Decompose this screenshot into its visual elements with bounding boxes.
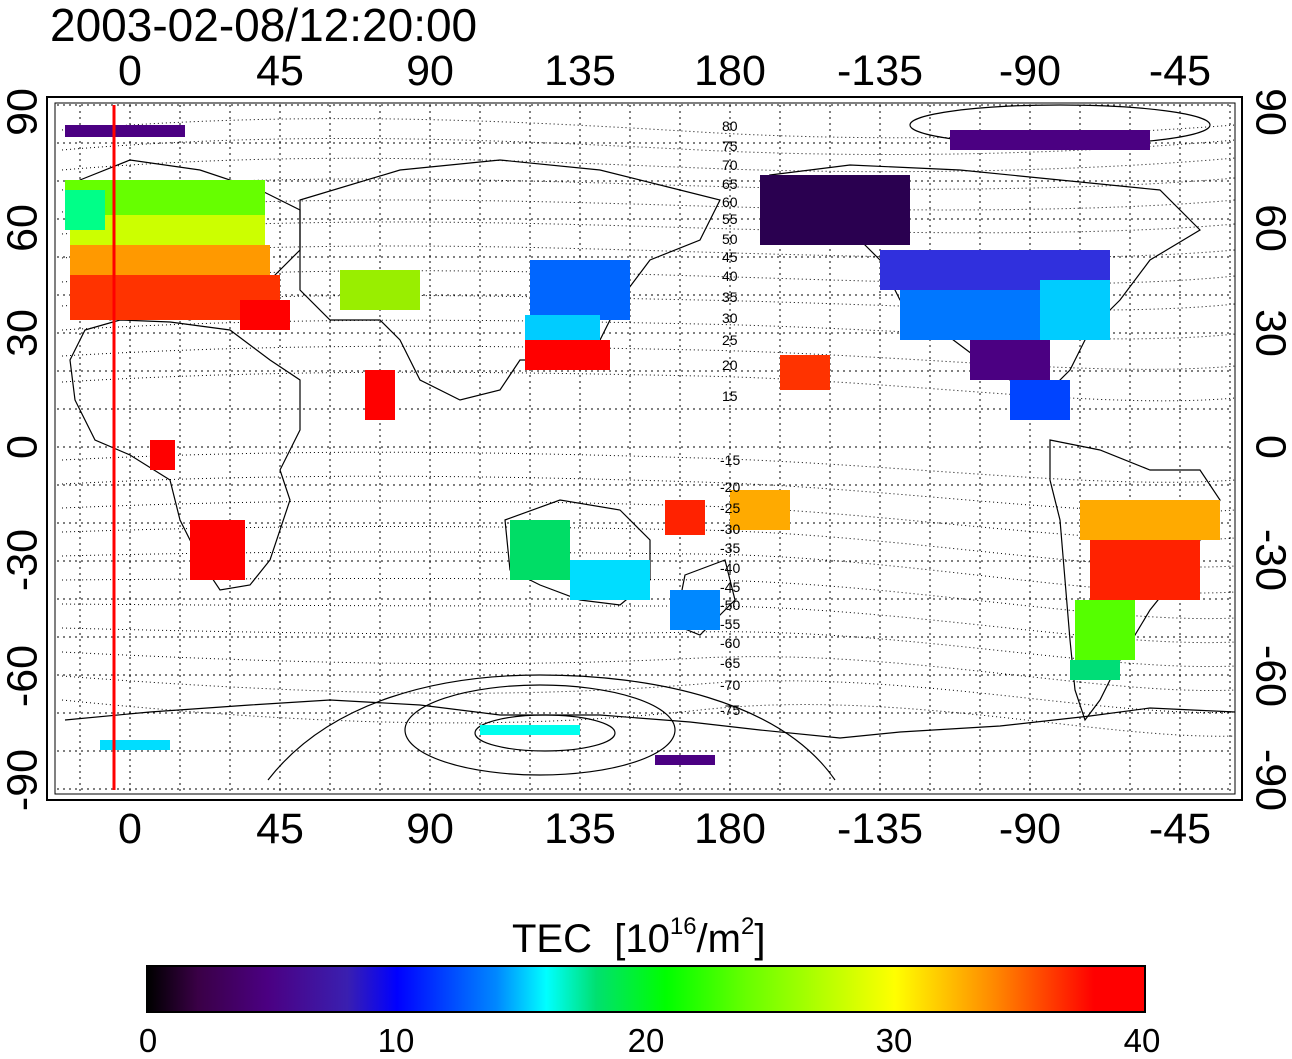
colorbar-unit-prefix: [10 — [614, 917, 670, 961]
colorbar-tick: 10 — [377, 1022, 415, 1059]
top-lon-tick: 45 — [256, 47, 304, 95]
top-lon-tick: -90 — [998, 47, 1062, 95]
right-lat-tick: -60 — [1246, 644, 1292, 708]
top-lon-tick: 135 — [544, 47, 616, 95]
right-lat-tick: 0 — [1246, 435, 1292, 459]
top-lon-tick: 0 — [118, 47, 142, 95]
bottom-lon-tick: 90 — [406, 805, 454, 853]
colorbar-tick: 40 — [1123, 1022, 1161, 1059]
bottom-lon-tick: 45 — [256, 805, 304, 853]
bottom-lon-tick: -90 — [998, 805, 1062, 853]
right-lat-tick: 30 — [1246, 309, 1292, 357]
left-lat-tick: 0 — [0, 435, 47, 459]
colorbar-unit-mid: /m — [696, 917, 741, 961]
colorbar-unit-suffix: ] — [754, 917, 766, 961]
bottom-lon-tick: 180 — [694, 805, 766, 853]
left-lat-tick: -60 — [0, 644, 47, 708]
page-title: 2003-02-08/12:20:00 — [50, 0, 478, 51]
colorbar-label: TEC — [512, 917, 592, 961]
left-lat-tick: -30 — [0, 528, 47, 592]
right-lat-tick: -30 — [1246, 528, 1292, 592]
top-lon-tick: -45 — [1148, 47, 1212, 95]
colorbar-unit-exp: 16 — [669, 913, 697, 940]
left-lat-tick: 90 — [0, 88, 47, 136]
tec-colorbar — [146, 965, 1146, 1013]
colorbar-tick: 0 — [138, 1022, 158, 1059]
top-lon-tick: -135 — [836, 47, 924, 95]
left-lat-tick: 30 — [0, 309, 47, 357]
right-lat-tick: 60 — [1246, 204, 1292, 252]
bottom-lon-tick: -45 — [1148, 805, 1212, 853]
left-lat-tick: -90 — [0, 748, 47, 812]
left-lat-tick: 60 — [0, 204, 47, 252]
tec-data — [65, 125, 1220, 765]
right-lat-tick: -90 — [1246, 748, 1292, 812]
top-lon-tick: 180 — [694, 47, 766, 95]
bottom-lon-tick: 135 — [544, 805, 616, 853]
colorbar-tick: 30 — [875, 1022, 913, 1059]
right-lat-tick: 90 — [1246, 88, 1292, 136]
top-lon-tick: 90 — [406, 47, 454, 95]
colorbar-tick: 20 — [627, 1022, 665, 1059]
bottom-lon-tick: 0 — [118, 805, 142, 853]
colorbar-unit-exp2: 2 — [740, 913, 755, 940]
bottom-lon-tick: -135 — [836, 805, 924, 853]
colorbar-title: TEC [1016/m2] — [512, 905, 765, 961]
